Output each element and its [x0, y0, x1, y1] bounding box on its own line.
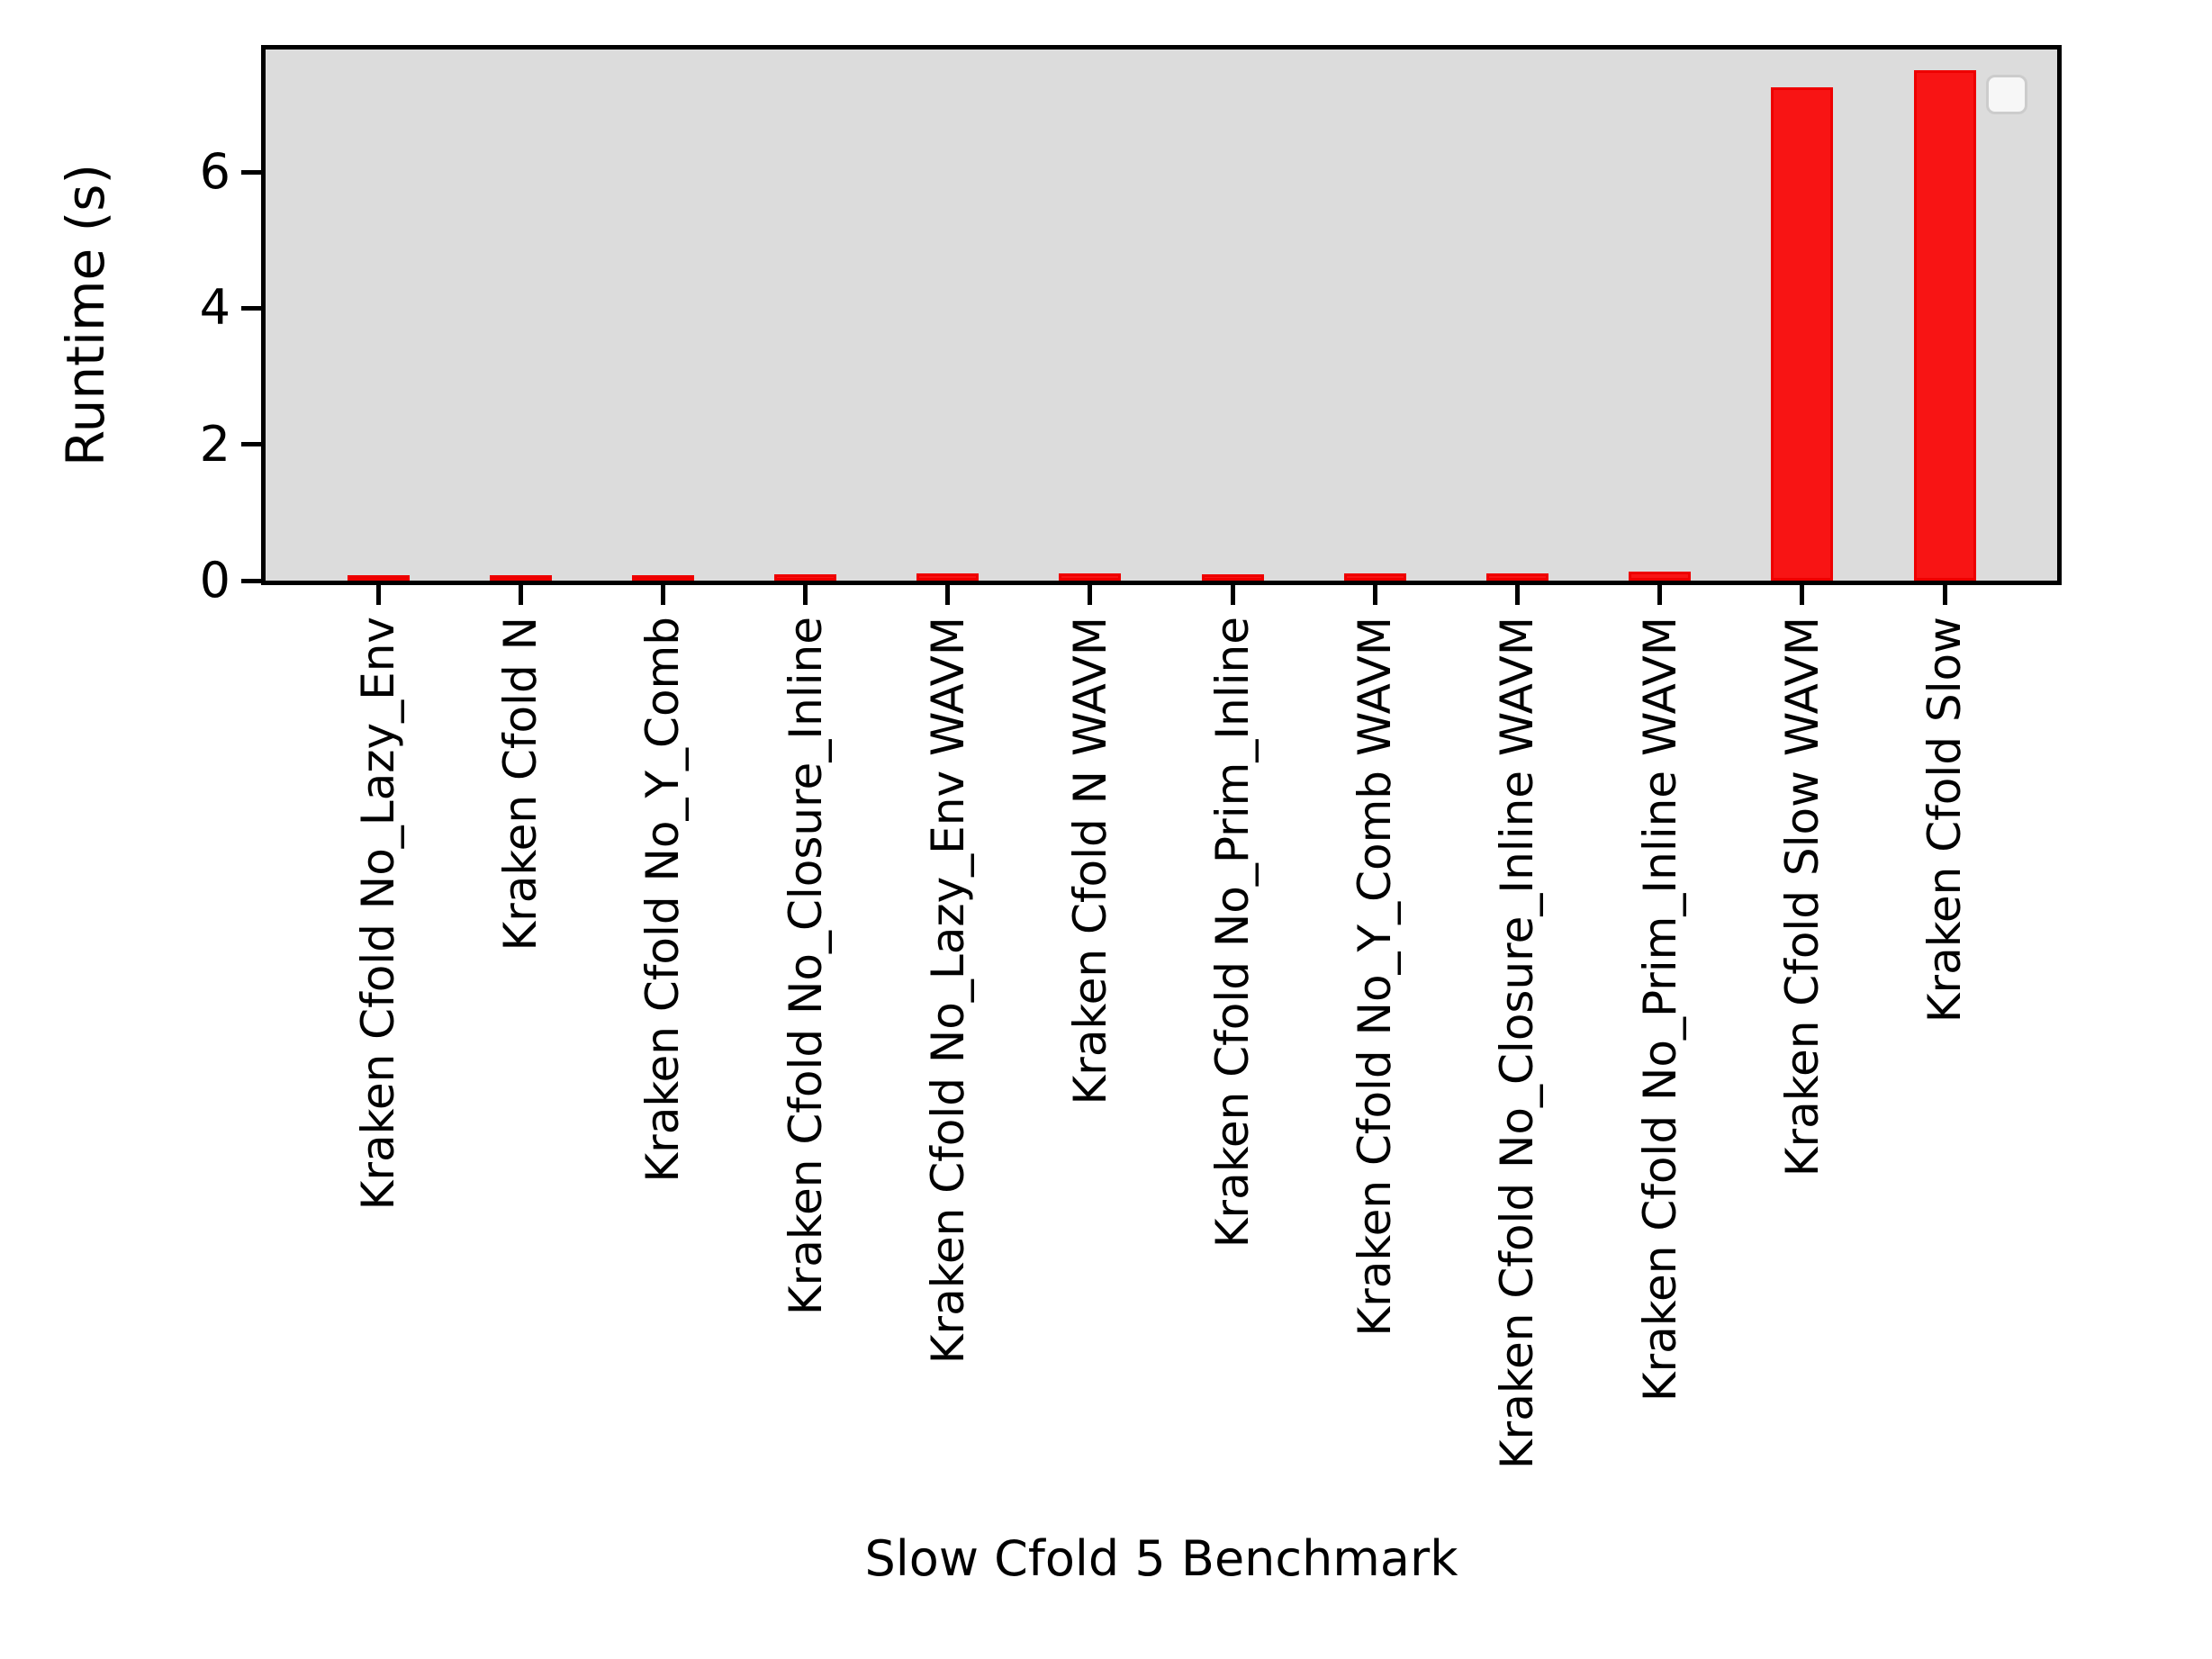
y-axis-label: Runtime (s)	[55, 163, 116, 467]
x-tick-mark	[945, 585, 951, 605]
x-tick-label: Kraken Cfold No_Prim_Inline	[1206, 617, 1259, 1249]
y-tick-label: 6	[199, 143, 230, 201]
y-tick-mark	[241, 442, 261, 447]
x-tick-label: Kraken Cfold N WAVM	[1063, 617, 1116, 1105]
bar	[1485, 573, 1548, 581]
x-tick-mark	[1088, 585, 1093, 605]
x-tick-label: Kraken Cfold Slow	[1919, 617, 1971, 1023]
y-tick-mark	[241, 305, 261, 311]
plot-area	[261, 45, 2062, 585]
x-tick-mark	[1800, 585, 1805, 605]
x-tick-label: Kraken Cfold No_Y_Comb WAVM	[1349, 617, 1402, 1337]
x-tick-label: Kraken Cfold No_Lazy_Env WAVM	[921, 617, 974, 1365]
bar	[631, 574, 694, 581]
x-tick-mark	[518, 585, 523, 605]
x-tick-label: Kraken Cfold N	[494, 617, 547, 951]
bar	[1343, 573, 1406, 581]
bar	[1059, 573, 1122, 581]
y-tick-label: 4	[199, 279, 230, 337]
y-tick-mark	[241, 578, 261, 583]
bar	[1629, 572, 1692, 581]
bar	[347, 574, 410, 581]
x-tick-label: Kraken Cfold No_Closure_Inline	[779, 617, 832, 1316]
x-tick-mark	[1942, 585, 1947, 605]
x-tick-label: Kraken Cfold No_Lazy_Env	[352, 617, 404, 1211]
y-tick-mark	[241, 169, 261, 175]
bar	[1201, 574, 1264, 581]
x-tick-mark	[660, 585, 665, 605]
x-tick-mark	[803, 585, 808, 605]
bar	[916, 573, 980, 581]
x-tick-mark	[1657, 585, 1663, 605]
x-tick-label: Kraken Cfold No_Y_Comb	[637, 617, 690, 1183]
bar	[1913, 70, 1976, 581]
y-tick-label: 0	[199, 552, 230, 609]
x-tick-mark	[1514, 585, 1520, 605]
legend-box	[1986, 75, 2027, 114]
x-axis-title: Slow Cfold 5 Benchmark	[864, 1530, 1458, 1587]
x-tick-label: Kraken Cfold Slow WAVM	[1775, 617, 1828, 1177]
bar	[774, 574, 837, 581]
x-tick-mark	[1230, 585, 1235, 605]
x-tick-label: Kraken Cfold No_Closure_Inline WAVM	[1491, 617, 1544, 1470]
x-tick-mark	[1372, 585, 1377, 605]
x-tick-label: Kraken Cfold No_Prim_Inline WAVM	[1633, 617, 1686, 1402]
bar	[1771, 87, 1834, 581]
y-tick-label: 2	[199, 415, 230, 473]
bar	[489, 574, 552, 581]
x-tick-mark	[375, 585, 381, 605]
